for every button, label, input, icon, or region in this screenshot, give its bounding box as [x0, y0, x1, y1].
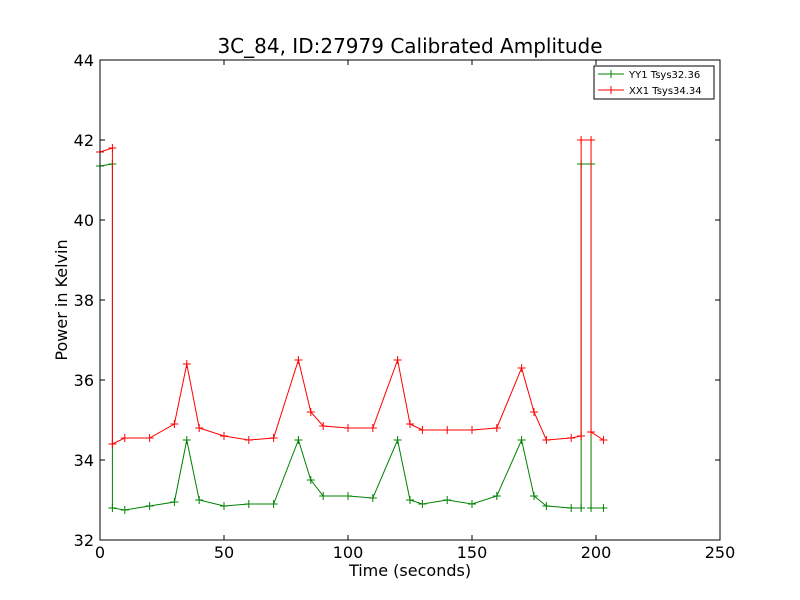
- data-point: [108, 144, 117, 152]
- plot-area: [100, 60, 720, 540]
- data-point: [443, 426, 452, 434]
- data-point: [577, 432, 586, 440]
- data-point: [443, 496, 452, 504]
- legend-box: [593, 65, 715, 100]
- x-tick-label: 200: [581, 543, 612, 562]
- data-point: [108, 504, 117, 512]
- x-tick-label: 50: [214, 543, 234, 562]
- data-point: [306, 408, 315, 416]
- data-point: [587, 136, 596, 144]
- data-point: [170, 420, 179, 428]
- data-point: [344, 492, 352, 500]
- data-point: [294, 356, 303, 364]
- x-tick-label: 0: [95, 543, 105, 562]
- data-point: [368, 494, 377, 502]
- data-point: [577, 136, 586, 144]
- data-point: [182, 360, 191, 368]
- y-tick-label: 40: [74, 211, 94, 230]
- legend-marker-1: [607, 86, 615, 94]
- data-point: [120, 434, 129, 442]
- data-point: [393, 356, 402, 364]
- legend-label-1: XX1 Tsys34.34: [629, 86, 702, 97]
- data-point: [530, 408, 538, 416]
- series-1: [96, 136, 608, 448]
- data-point: [393, 436, 402, 444]
- data-point: [517, 436, 526, 444]
- data-point: [492, 492, 501, 500]
- x-tick-label: 100: [333, 543, 364, 562]
- data-point: [599, 504, 608, 512]
- data-point: [220, 502, 228, 510]
- data-point: [567, 434, 576, 442]
- chart-title: 3C_84, ID:27979 Calibrated Amplitude: [217, 34, 602, 58]
- data-point: [468, 500, 476, 508]
- x-tick-label: 150: [457, 543, 488, 562]
- series-layer: [96, 136, 608, 514]
- y-tick-label: 32: [74, 531, 94, 550]
- series-0: [96, 160, 608, 514]
- data-point: [542, 436, 551, 444]
- data-point: [319, 492, 328, 500]
- data-point: [406, 420, 414, 428]
- data-point: [542, 502, 551, 510]
- y-axis-label: Power in Kelvin: [52, 239, 71, 360]
- legend-label-0: YY1 Tsys32.36: [628, 70, 700, 81]
- data-point: [220, 432, 228, 440]
- data-point: [244, 436, 253, 444]
- data-point: [492, 424, 501, 432]
- data-point: [108, 440, 117, 448]
- y-tick-label: 38: [74, 291, 94, 310]
- data-point: [418, 500, 427, 508]
- data-point: [182, 436, 191, 444]
- data-point: [599, 436, 608, 444]
- data-point: [530, 492, 538, 500]
- data-point: [344, 424, 352, 432]
- y-tick-label: 42: [74, 131, 94, 150]
- data-point: [406, 496, 414, 504]
- legend: YY1 Tsys32.36 XX1 Tsys34.34: [593, 65, 715, 100]
- legend-marker-0: [607, 70, 615, 78]
- data-point: [195, 424, 204, 432]
- data-point: [587, 428, 596, 436]
- data-point: [319, 422, 328, 430]
- ticks-layer: 0 50 100 150 200 250 32 34 36 38 40 42 44: [74, 51, 736, 562]
- y-tick-label: 44: [74, 51, 94, 70]
- data-point: [294, 436, 303, 444]
- y-tick-label: 36: [74, 371, 94, 390]
- data-point: [145, 434, 154, 442]
- data-point: [195, 496, 204, 504]
- data-point: [567, 504, 576, 512]
- data-point: [269, 434, 278, 442]
- x-axis-label: Time (seconds): [348, 561, 471, 580]
- data-point: [368, 424, 377, 432]
- data-point: [170, 498, 179, 506]
- data-point: [120, 506, 129, 514]
- x-tick-label: 250: [705, 543, 736, 562]
- data-point: [587, 504, 596, 512]
- data-point: [577, 504, 586, 512]
- data-point: [244, 500, 253, 508]
- y-tick-label: 34: [74, 451, 94, 470]
- data-point: [468, 426, 476, 434]
- data-point: [306, 476, 315, 484]
- data-point: [145, 502, 154, 510]
- data-point: [517, 364, 526, 372]
- data-point: [269, 500, 278, 508]
- data-point: [418, 426, 427, 434]
